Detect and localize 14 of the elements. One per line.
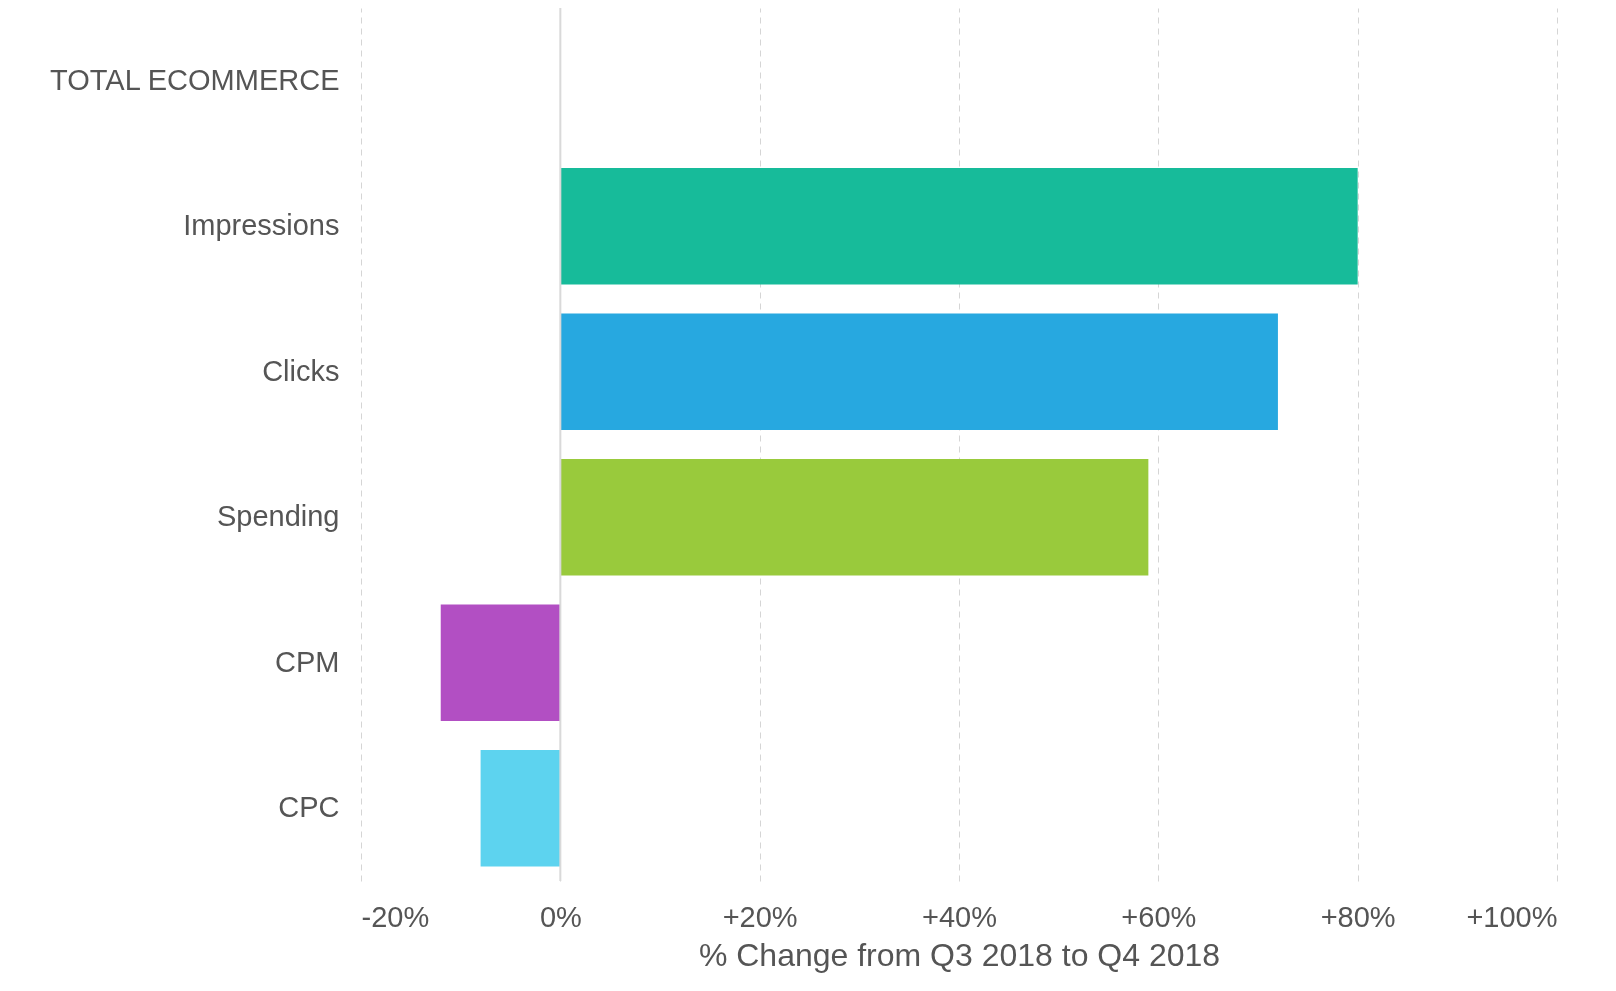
- x-tick-label: +40%: [922, 900, 997, 933]
- y-tick-label: Clicks: [262, 354, 340, 387]
- y-tick-label: Spending: [216, 500, 340, 533]
- x-tick-label: +80%: [1320, 900, 1396, 933]
- x-tick-label: +20%: [722, 900, 798, 933]
- x-axis-title: % Change from Q3 2018 to Q4 2018: [698, 936, 1221, 973]
- y-tick-label: CPC: [278, 791, 340, 824]
- y-tick-label: Impressions: [183, 209, 340, 242]
- x-tick-label: +100%: [1466, 900, 1558, 933]
- x-tick-label: 0%: [539, 900, 582, 933]
- x-tick-label: -20%: [361, 900, 430, 933]
- y-tick-label: CPM: [275, 645, 340, 678]
- x-tick-label: +60%: [1121, 900, 1197, 933]
- y-tick-label: TOTAL ECOMMERCE: [50, 63, 340, 96]
